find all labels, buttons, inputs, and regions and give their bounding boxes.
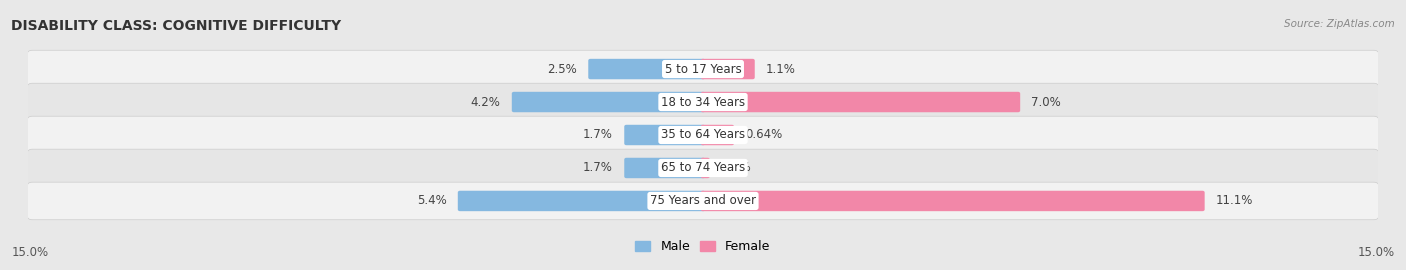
- Text: 1.1%: 1.1%: [766, 63, 796, 76]
- Legend: Male, Female: Male, Female: [636, 240, 770, 253]
- FancyBboxPatch shape: [27, 83, 1379, 121]
- Text: 0.1%: 0.1%: [721, 161, 751, 174]
- Text: 2.5%: 2.5%: [547, 63, 576, 76]
- FancyBboxPatch shape: [458, 191, 706, 211]
- FancyBboxPatch shape: [700, 125, 734, 145]
- FancyBboxPatch shape: [624, 125, 706, 145]
- FancyBboxPatch shape: [27, 182, 1379, 220]
- Text: 7.0%: 7.0%: [1032, 96, 1062, 109]
- Text: 1.7%: 1.7%: [583, 161, 613, 174]
- FancyBboxPatch shape: [588, 59, 706, 79]
- Text: 11.1%: 11.1%: [1216, 194, 1253, 207]
- Text: 4.2%: 4.2%: [471, 96, 501, 109]
- FancyBboxPatch shape: [512, 92, 706, 112]
- Text: 65 to 74 Years: 65 to 74 Years: [661, 161, 745, 174]
- FancyBboxPatch shape: [27, 50, 1379, 88]
- Text: 5.4%: 5.4%: [416, 194, 447, 207]
- Text: 5 to 17 Years: 5 to 17 Years: [665, 63, 741, 76]
- FancyBboxPatch shape: [624, 158, 706, 178]
- FancyBboxPatch shape: [27, 149, 1379, 187]
- Text: 35 to 64 Years: 35 to 64 Years: [661, 129, 745, 141]
- Text: 0.64%: 0.64%: [745, 129, 783, 141]
- Text: 75 Years and over: 75 Years and over: [650, 194, 756, 207]
- FancyBboxPatch shape: [700, 92, 1021, 112]
- Text: 1.7%: 1.7%: [583, 129, 613, 141]
- Text: Source: ZipAtlas.com: Source: ZipAtlas.com: [1284, 19, 1395, 29]
- Text: 15.0%: 15.0%: [11, 246, 48, 259]
- FancyBboxPatch shape: [27, 116, 1379, 154]
- Text: 15.0%: 15.0%: [1358, 246, 1395, 259]
- FancyBboxPatch shape: [700, 59, 755, 79]
- FancyBboxPatch shape: [700, 158, 710, 178]
- Text: 18 to 34 Years: 18 to 34 Years: [661, 96, 745, 109]
- FancyBboxPatch shape: [700, 191, 1205, 211]
- Text: DISABILITY CLASS: COGNITIVE DIFFICULTY: DISABILITY CLASS: COGNITIVE DIFFICULTY: [11, 19, 342, 33]
